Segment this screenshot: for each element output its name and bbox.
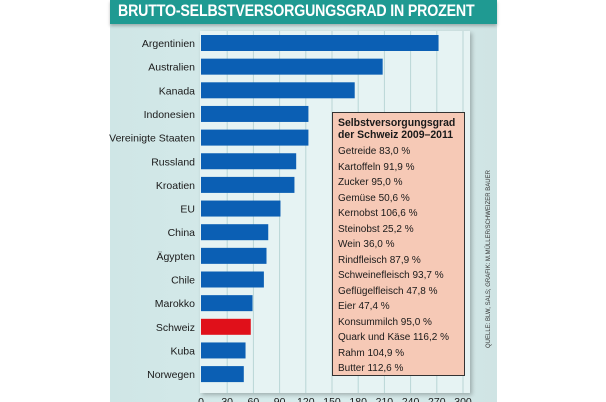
category-label: Kroatien [156,180,195,192]
bar-vereinigte-staaten [201,129,309,146]
chart-title: BRUTTO-SELBSTVERSORGUNGSGRAD IN PROZENT [118,2,475,20]
inset-item: Schweinefleisch 93,7 % [338,270,444,281]
inset-item: Rahm 104,9 % [338,347,405,359]
bar-schweiz [201,318,251,335]
x-axis-tick-labels: 0 30 60 90 120 150 180 210 240 270 300 [198,396,472,402]
inset-item: Zucker 95,0 % [338,177,403,188]
inset-item: Getreide 83,0 % [338,146,411,157]
inset-title-line2: der Schweiz 2009–2011 [338,129,454,141]
inset-item: Geflügelfleisch 47,8 % [338,285,438,297]
bar-indonesien [201,105,309,122]
bar-chile [201,271,264,288]
inset-item: Butter 112,6 % [338,363,404,374]
bar-ägypten [201,247,267,264]
inset-item: Eier 47,4 % [338,301,390,312]
bar-russland [201,153,297,170]
title-band: BRUTTO-SELBSTVERSORGUNGSGRAD IN PROZENT [110,0,497,24]
bar-kanada [201,82,355,99]
x-tick-label: 90 [274,396,286,402]
category-label: Norwegen [147,369,195,381]
x-tick-label: 210 [376,396,394,402]
inset-item: Quark und Käse 116,2 % [338,332,449,343]
bar-australien [201,58,383,75]
inset-item: Kernobst 106,6 % [338,208,418,219]
category-label: Russland [151,156,195,168]
category-label: Ägypten [156,251,195,263]
category-label: Argentinien [142,38,195,50]
inset-title-line1: Selbstversorgungsgrad [338,117,456,129]
bar-kroatien [201,176,295,193]
x-tick-label: 270 [428,396,446,402]
x-tick-label: 180 [349,396,367,402]
inset-item: Steinobst 25,2 % [338,223,414,235]
inset-item: Gemüse 50,6 % [338,192,410,204]
category-label: Australien [148,62,195,74]
bar-kuba [201,342,246,359]
bar-eu [201,200,281,217]
inset-item: Kartoffeln 91,9 % [338,161,415,173]
x-tick-label: 150 [323,396,341,402]
x-tick-label: 240 [402,396,420,402]
x-tick-label: 60 [248,396,260,402]
category-label: Indonesien [144,109,196,121]
inset-item: Konsummilch 95,0 % [338,316,432,328]
category-label: Marokko [155,298,195,310]
category-label: China [168,227,196,239]
x-tick-label: 120 [297,396,315,402]
bar-norwegen [201,366,244,383]
inset-item: Rindfleisch 87,9 % [338,254,421,266]
bar-china [201,224,269,241]
inset-items: Getreide 83,0 % Kartoffeln 91,9 % Zucker 9… [338,144,464,377]
category-label: Kanada [159,85,195,97]
x-tick-label: 300 [454,396,472,402]
category-label: Vereinigte Staaten [109,133,195,145]
category-label: Schweiz [156,322,195,334]
source-credit: QUELLE: BLW, SALS; GRAFIK: M.MÜLLER/SCHW… [486,170,492,348]
bar-argentinien [201,35,439,51]
x-tick-label: 0 [198,396,204,402]
category-label: EU [180,204,195,216]
x-tick-label: 30 [221,396,233,402]
inset-item: Wein 36,0 % [338,239,395,250]
bar-marokko [201,295,253,312]
category-label: Kuba [170,345,195,357]
bars [201,35,439,383]
category-labels: Argentinien Australien Kanada Indonesien Ver… [109,38,195,381]
category-label: Chile [171,275,195,287]
inset-table-schweiz: Selbstversorgungsgrad der Schweiz 2009–2… [332,112,465,376]
